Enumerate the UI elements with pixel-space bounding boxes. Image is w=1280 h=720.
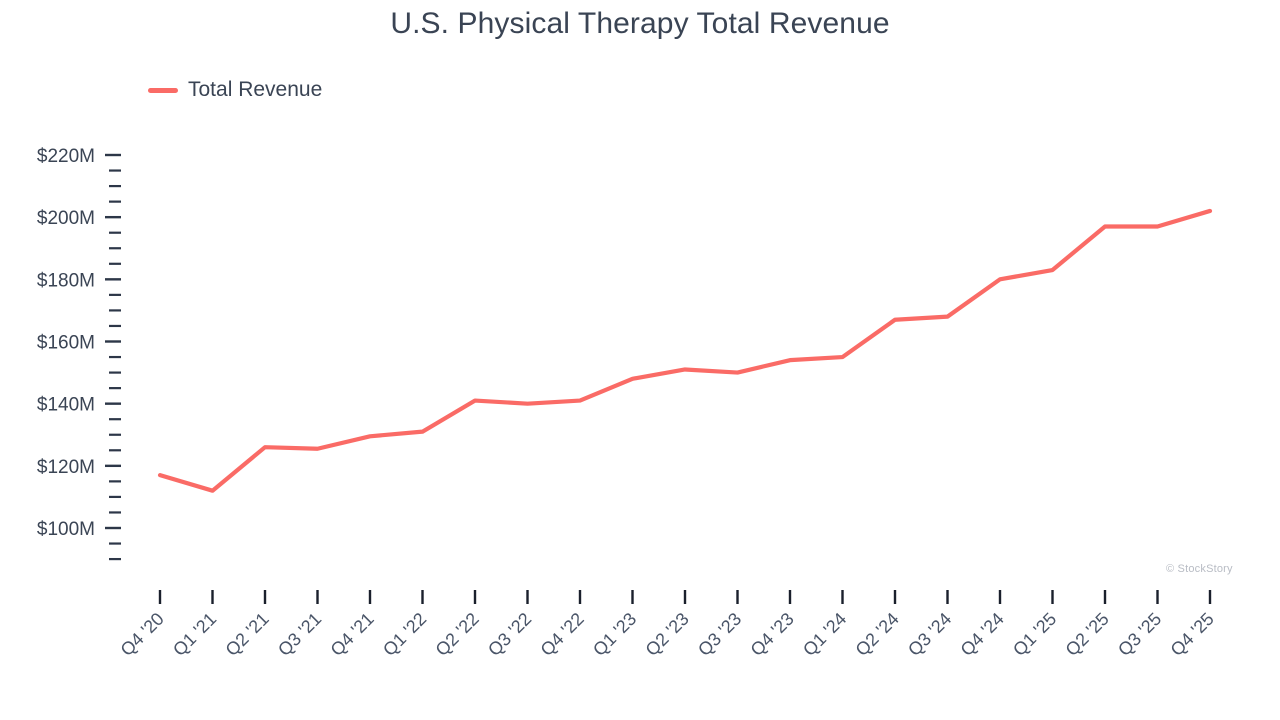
chart-title: U.S. Physical Therapy Total Revenue xyxy=(390,7,890,40)
x-axis-tick-label: Q1 '23 xyxy=(589,609,640,660)
watermark-stockstory: © StockStory xyxy=(1166,563,1233,575)
data-series-line-total-revenue xyxy=(157,208,1213,493)
y-axis-tick-label: $220M xyxy=(37,146,95,167)
x-axis-tick-label: Q3 '24 xyxy=(904,609,955,660)
x-axis-tick-label: Q1 '24 xyxy=(799,609,850,660)
x-axis: Q4 '20 Q1 '21 Q2 '21 Q3 '21 Q4 '21 Q1 '22 Q2 '… xyxy=(117,590,1218,660)
x-axis-tick-label: Q2 '25 xyxy=(1062,609,1113,660)
x-axis-tick-label: Q1 '21 xyxy=(169,609,220,660)
x-axis-tick-label: Q4 '25 xyxy=(1167,609,1218,660)
y-axis-tick-label: $100M xyxy=(37,519,95,540)
y-axis-tick-label: $120M xyxy=(37,457,95,478)
y-axis-tick-label: $200M xyxy=(37,208,95,229)
x-axis-tick-label: Q4 '22 xyxy=(537,609,588,660)
x-axis-tick-label: Q3 '22 xyxy=(484,609,535,660)
x-axis-tick-label: Q4 '23 xyxy=(747,609,798,660)
x-axis-tick-label: Q4 '20 xyxy=(117,609,168,660)
x-axis-tick-label: Q3 '21 xyxy=(274,609,325,660)
x-axis-tick-label: Q1 '22 xyxy=(379,609,430,660)
y-axis-tick-label: $140M xyxy=(37,395,95,416)
x-axis-tick-label: Q2 '24 xyxy=(852,609,903,660)
x-axis-tick-label: Q3 '25 xyxy=(1114,609,1165,660)
x-axis-tick-label: Q2 '22 xyxy=(432,609,483,660)
x-axis-tick-label: Q4 '21 xyxy=(327,609,378,660)
x-axis-tick-label: Q2 '21 xyxy=(222,609,273,660)
x-axis-tick-label: Q3 '23 xyxy=(694,609,745,660)
legend-color-swatch xyxy=(148,87,178,93)
y-axis-tick-label: $160M xyxy=(37,333,95,354)
x-axis-tick-label: Q2 '23 xyxy=(642,609,693,660)
x-axis-tick-label: Q1 '25 xyxy=(1009,609,1060,660)
y-axis: $100M $120M $140M $160M $180M $200M $220M xyxy=(37,146,121,561)
chart-legend: Total Revenue xyxy=(148,78,322,102)
y-axis-tick-label: $180M xyxy=(37,270,95,291)
legend-item-label: Total Revenue xyxy=(188,78,323,101)
x-axis-tick-label: Q4 '24 xyxy=(957,609,1008,660)
